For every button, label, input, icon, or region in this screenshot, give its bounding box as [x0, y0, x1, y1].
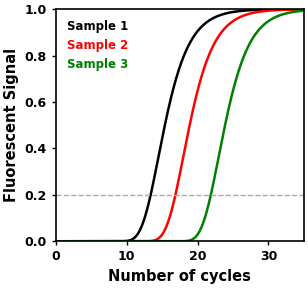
Sample 1: [54, 240, 58, 243]
X-axis label: Number of cycles: Number of cycles: [108, 269, 251, 284]
Sample 3: [252, 35, 256, 39]
Y-axis label: Fluorescent Signal: Fluorescent Signal: [4, 48, 19, 202]
Sample 1: [163, 122, 167, 126]
Sample 3: [224, 118, 228, 122]
Sample 1: [79, 240, 83, 243]
Sample 2: [224, 25, 228, 29]
Sample 1: [252, 8, 256, 12]
Legend: Sample 1, Sample 2, Sample 3: Sample 1, Sample 2, Sample 3: [62, 15, 133, 75]
Sample 3: [154, 240, 158, 243]
Sample 2: [247, 12, 251, 16]
Sample 2: [79, 240, 83, 243]
Sample 2: [163, 228, 167, 231]
Sample 3: [302, 9, 306, 12]
Sample 2: [302, 7, 306, 11]
Line: Sample 1: Sample 1: [56, 9, 304, 241]
Sample 1: [224, 12, 228, 15]
Sample 1: [247, 9, 251, 12]
Sample 2: [54, 240, 58, 243]
Sample 3: [163, 240, 167, 243]
Sample 3: [247, 43, 251, 46]
Line: Sample 3: Sample 3: [56, 11, 304, 241]
Sample 2: [252, 11, 256, 14]
Sample 1: [154, 166, 158, 170]
Sample 3: [79, 240, 83, 243]
Line: Sample 2: Sample 2: [56, 9, 304, 241]
Sample 1: [302, 7, 306, 11]
Sample 2: [154, 238, 158, 241]
Sample 3: [54, 240, 58, 243]
